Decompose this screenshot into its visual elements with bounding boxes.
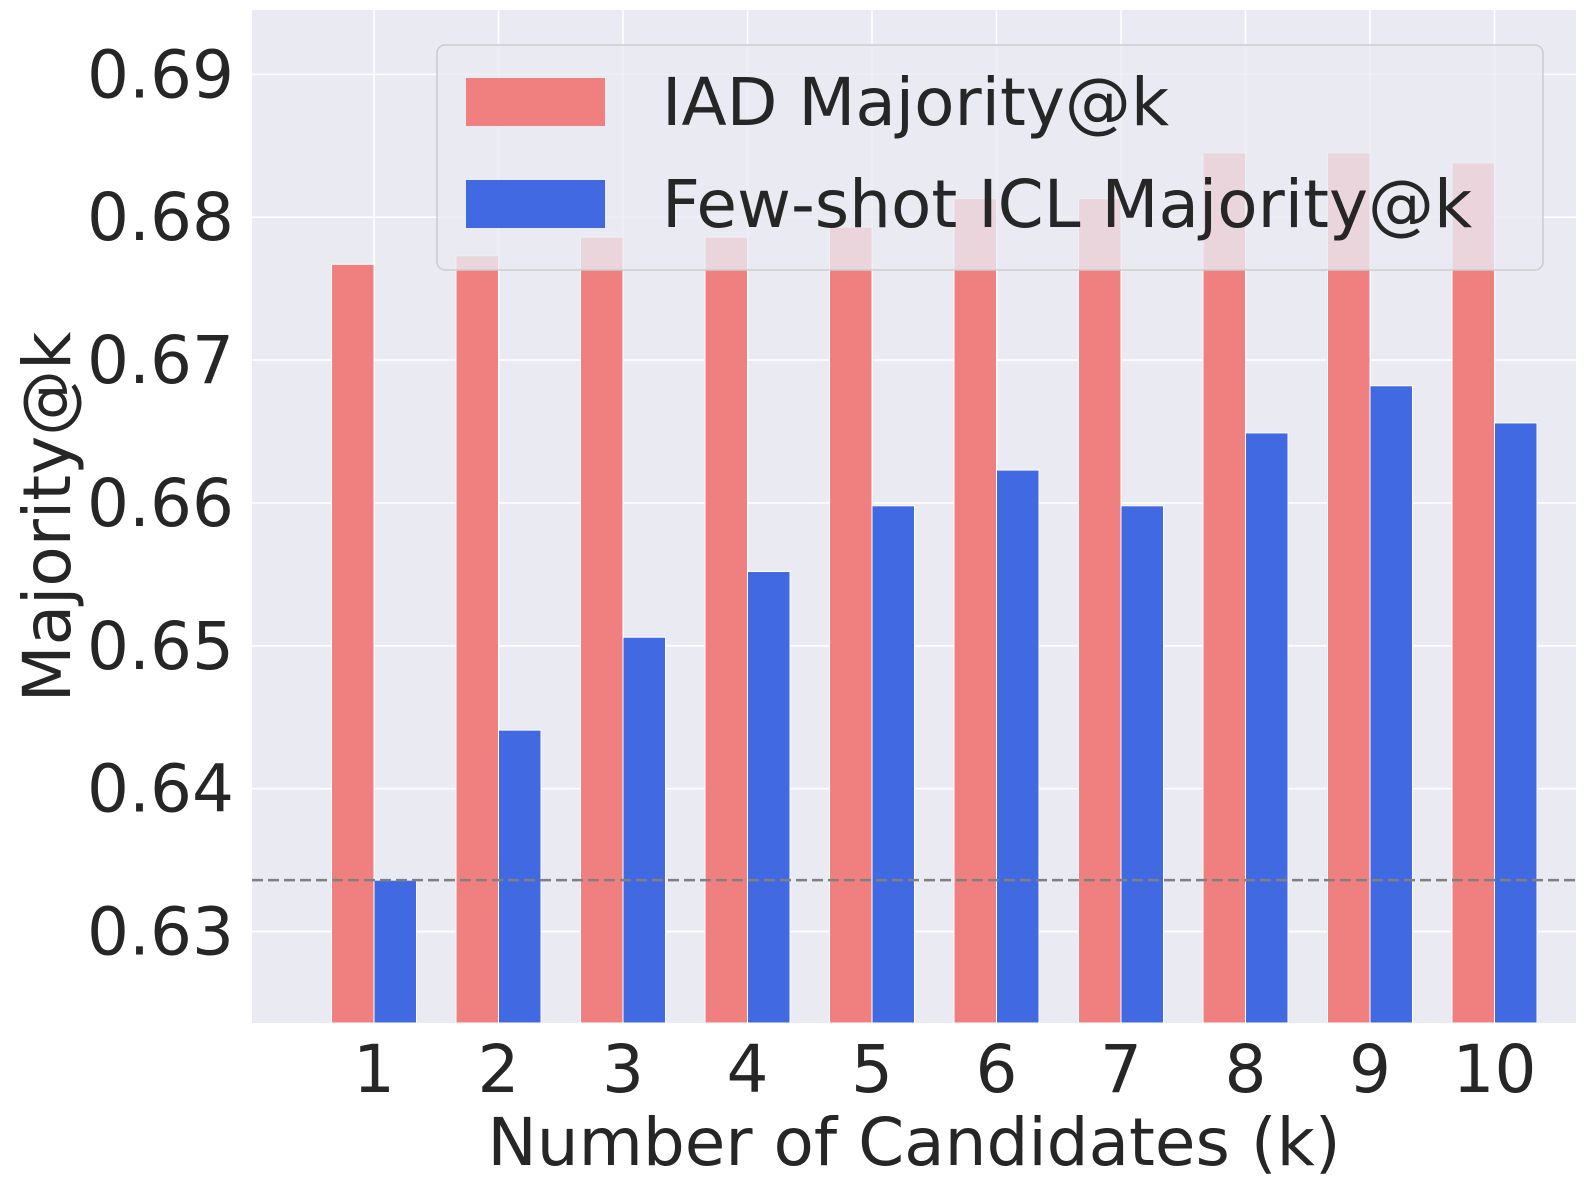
bar-few-shot-icl-k3 <box>622 636 666 1024</box>
legend-label-iad: IAD Majority@k <box>662 64 1170 141</box>
bar-few-shot-icl-k5 <box>871 505 915 1024</box>
bar-iad-k3 <box>580 236 624 1024</box>
bar-few-shot-icl-k6 <box>996 469 1040 1024</box>
x-axis-label: Number of Candidates (k) <box>487 1104 1340 1181</box>
x-tick-label: 1 <box>353 1031 395 1108</box>
legend-box <box>436 44 1544 271</box>
bar-iad-k5 <box>829 226 873 1024</box>
legend-swatch-few-shot-icl <box>466 180 605 228</box>
y-tick-label: 0.68 <box>87 179 234 256</box>
bar-few-shot-icl-k7 <box>1120 505 1164 1024</box>
x-tick-label: 6 <box>976 1031 1018 1108</box>
x-tick-label: 10 <box>1453 1031 1537 1108</box>
bar-iad-k7 <box>1078 198 1122 1024</box>
bar-iad-k2 <box>455 255 499 1024</box>
legend: IAD Majority@k Few-shot ICL Majority@k <box>436 44 1544 271</box>
x-tick-label: 3 <box>602 1031 644 1108</box>
y-tick-labels: 0.63 0.64 0.65 0.66 0.67 0.68 0.69 <box>87 36 234 970</box>
y-tick-label: 0.67 <box>87 322 234 399</box>
bar-few-shot-icl-k9 <box>1369 385 1413 1024</box>
bar-iad-k6 <box>953 198 997 1024</box>
bar-few-shot-icl-k2 <box>498 729 542 1024</box>
y-tick-label: 0.63 <box>87 894 234 971</box>
y-tick-label: 0.69 <box>87 36 234 113</box>
bar-iad-k8 <box>1202 152 1246 1024</box>
bar-group <box>252 152 1576 1024</box>
bar-few-shot-icl-k10 <box>1494 422 1538 1024</box>
y-tick-label: 0.64 <box>87 751 234 828</box>
x-tick-labels: 1 2 3 4 5 6 7 8 9 10 <box>353 1031 1536 1108</box>
x-tick-label: 4 <box>727 1031 769 1108</box>
x-tick-label: 8 <box>1225 1031 1267 1108</box>
bar-few-shot-icl-k1 <box>373 879 417 1024</box>
legend-label-few-shot-icl: Few-shot ICL Majority@k <box>662 166 1473 243</box>
bar-iad-k10 <box>1451 162 1495 1024</box>
bar-iad-k9 <box>1327 152 1371 1024</box>
x-tick-label: 7 <box>1100 1031 1142 1108</box>
bar-few-shot-icl-k4 <box>747 571 791 1024</box>
bar-few-shot-icl-k8 <box>1245 432 1289 1024</box>
y-tick-label: 0.65 <box>87 608 234 685</box>
x-tick-label: 9 <box>1349 1031 1391 1108</box>
y-tick-label: 0.66 <box>87 465 234 542</box>
bar-iad-k4 <box>704 236 748 1024</box>
legend-swatch-iad <box>466 78 605 126</box>
x-tick-label: 2 <box>478 1031 520 1108</box>
bar-iad-k1 <box>331 263 375 1024</box>
y-axis-label: Majority@k <box>9 331 86 703</box>
x-tick-label: 5 <box>851 1031 893 1108</box>
